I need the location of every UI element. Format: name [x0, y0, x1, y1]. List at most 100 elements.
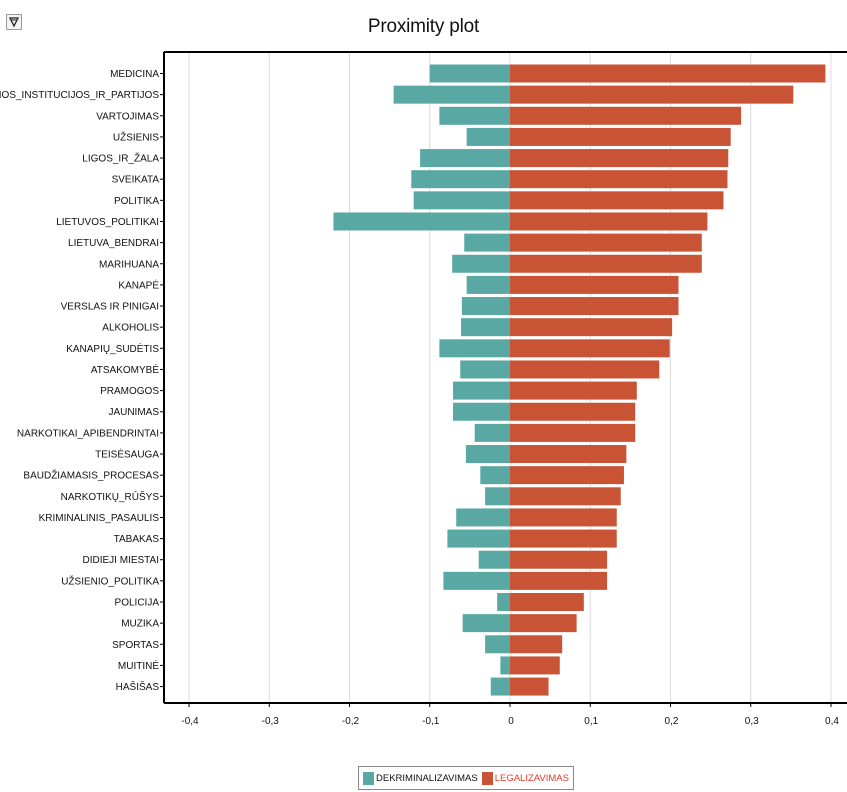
bar-legalizavimas: [510, 402, 636, 421]
category-label: MUZIKA: [121, 619, 159, 630]
bar-legalizavimas: [510, 571, 608, 590]
bar-dekriminalizavimas: [474, 423, 510, 442]
bar-dekriminalizavimas: [393, 85, 510, 104]
bar-dekriminalizavimas: [480, 466, 510, 485]
bar-legalizavimas: [510, 275, 679, 294]
category-label: DIDIEJI MIESTAI: [83, 555, 160, 566]
legend-item: LEGALIZAVIMAS: [481, 771, 569, 785]
bar-legalizavimas: [510, 360, 660, 379]
chart-title: Proximity plot: [367, 16, 480, 37]
bar-dekriminalizavimas: [466, 127, 510, 146]
bar-dekriminalizavimas: [465, 445, 510, 464]
bar-dekriminalizavimas: [497, 593, 510, 611]
filter-icon: [9, 17, 19, 27]
bar-dekriminalizavimas: [460, 360, 510, 379]
legend-swatch: [363, 771, 374, 785]
bar-legalizavimas: [510, 381, 637, 400]
bar-dekriminalizavimas: [500, 656, 510, 675]
category-label: LIGOS_IR_ŽALA: [82, 152, 159, 165]
bar-legalizavimas: [510, 297, 679, 316]
bar-legalizavimas: [510, 677, 549, 696]
x-tick-label: 0,3: [745, 716, 759, 727]
bar-dekriminalizavimas: [466, 275, 510, 294]
category-label: MUITINĖ: [118, 659, 159, 672]
x-tick-label: -0,4: [181, 716, 199, 727]
category-label: TABAKAS: [114, 534, 160, 545]
category-label: SPORTAS: [112, 640, 159, 651]
bar-legalizavimas: [510, 212, 708, 231]
bar-dekriminalizavimas: [464, 233, 510, 252]
category-label: VERSLAS IR PINIGAI: [61, 302, 159, 313]
bar-dekriminalizavimas: [447, 529, 510, 548]
bar-dekriminalizavimas: [439, 106, 510, 125]
x-tick-label: 0,2: [665, 716, 679, 727]
bar-dekriminalizavimas: [461, 297, 510, 316]
bar-legalizavimas: [510, 656, 560, 675]
bar-legalizavimas: [510, 233, 702, 252]
category-label: ALKOHOLIS: [102, 323, 159, 334]
category-label: HAŠIŠAS: [116, 680, 160, 693]
category-label: BAUDŽIAMASIS_PROCESAS: [23, 469, 159, 482]
category-label: KANAPĖ: [118, 278, 159, 291]
category-label: POLICIJA: [115, 598, 160, 609]
category-label: ATSAKOMYBĖ: [91, 363, 159, 376]
bar-legalizavimas: [510, 149, 729, 168]
bar-legalizavimas: [510, 508, 617, 527]
bar-legalizavimas: [510, 445, 627, 464]
bar-legalizavimas: [510, 127, 731, 146]
bar-dekriminalizavimas: [478, 550, 510, 569]
bar-legalizavimas: [510, 593, 584, 611]
bar-legalizavimas: [510, 550, 608, 569]
category-label: MARIHUANA: [99, 259, 159, 270]
x-tick-label: -0,1: [422, 716, 440, 727]
bar-dekriminalizavimas: [453, 381, 510, 400]
bar-dekriminalizavimas: [420, 149, 510, 168]
bar-legalizavimas: [510, 487, 621, 506]
category-label: MEDICINA: [110, 69, 159, 80]
category-label: KANAPIŲ_SUDĖTIS: [66, 342, 159, 355]
proximity-chart: MEDICINA VALDŽIOS_INSTITUCIJOS_IR_PARTIJO…: [0, 51, 847, 727]
bar-dekriminalizavimas: [413, 191, 510, 210]
category-label: LIETUVA_BENDRAI: [68, 238, 159, 249]
bar-dekriminalizavimas: [453, 402, 510, 421]
bar-legalizavimas: [510, 170, 728, 189]
bar-dekriminalizavimas: [485, 635, 510, 654]
bar-legalizavimas: [510, 64, 826, 83]
bar-legalizavimas: [510, 191, 724, 210]
legend-item: DEKRIMINALIZAVIMAS: [363, 771, 478, 785]
category-label: TEISĖSAUGA: [95, 448, 159, 461]
category-label: JAUNIMAS: [108, 407, 159, 418]
category-label: VALDŽIOS_INSTITUCIJOS_IR_PARTIJOS: [0, 88, 159, 101]
bar-legalizavimas: [510, 423, 636, 442]
legend-swatch: [481, 771, 493, 785]
category-label: SVEIKATA: [112, 175, 160, 186]
category-label: LIETUVOS_POLITIKAI: [56, 217, 159, 228]
bar-legalizavimas: [510, 614, 577, 633]
bar-dekriminalizavimas: [411, 170, 510, 189]
bar-legalizavimas: [510, 85, 794, 104]
category-label: NARKOTIKAI_APIBENDRINTAI: [17, 428, 159, 439]
bar-legalizavimas: [510, 254, 702, 273]
legend-label: LEGALIZAVIMAS: [494, 772, 569, 784]
bar-dekriminalizavimas: [333, 212, 510, 231]
bar-legalizavimas: [510, 466, 624, 485]
bar-legalizavimas: [510, 339, 670, 358]
bar-dekriminalizavimas: [462, 614, 510, 633]
bar-legalizavimas: [510, 106, 742, 125]
bar-dekriminalizavimas: [456, 508, 510, 527]
category-label: KRIMINALINIS_PASAULIS: [39, 513, 160, 524]
x-tick-label: 0,1: [584, 716, 598, 727]
legend-label: DEKRIMINALIZAVIMAS: [376, 772, 478, 784]
bar-dekriminalizavimas: [452, 254, 510, 273]
category-label: NARKOTIKŲ_RŪŠYS: [61, 490, 160, 503]
bar-dekriminalizavimas: [439, 339, 510, 358]
x-tick-label: -0,3: [262, 716, 280, 727]
category-label: PRAMOGOS: [100, 386, 159, 397]
category-label: UŽSIENIO_POLITIKA: [61, 574, 159, 587]
filter-button[interactable]: [6, 14, 22, 30]
category-label: UŽSIENIS: [113, 130, 159, 143]
bar-dekriminalizavimas: [485, 487, 510, 506]
bar-legalizavimas: [510, 318, 673, 337]
chart-legend: DEKRIMINALIZAVIMAS LEGALIZAVIMAS: [358, 766, 574, 790]
bar-dekriminalizavimas: [429, 64, 510, 83]
